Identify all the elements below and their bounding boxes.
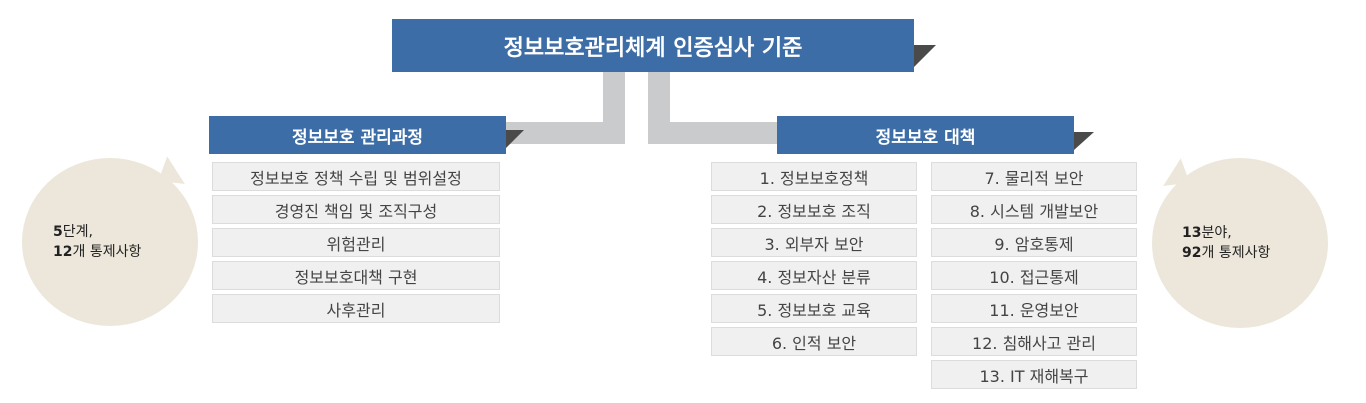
left-bubble-text: 5단계, 12개 통제사항: [53, 222, 141, 262]
right-col2-item-2: 8. 시스템 개발보안: [931, 195, 1137, 224]
right-col1-item-2: 2. 정보보호 조직: [711, 195, 917, 224]
left-header-tab-shadow: [506, 130, 524, 148]
right-col2-item-6: 12. 침해사고 관리: [931, 327, 1137, 356]
right-bubble-num-2: 92: [1182, 245, 1202, 261]
left-bubble: 5단계, 12개 통제사항: [22, 158, 198, 326]
left-bubble-num-1: 5: [53, 224, 63, 240]
right-col2-item-4: 10. 접근통제: [931, 261, 1137, 290]
left-bubble-text-1: 단계,: [62, 224, 93, 240]
right-header: 정보보호 대책: [777, 116, 1074, 154]
right-col2-item-3: 9. 암호통제: [931, 228, 1137, 257]
left-item-1: 정보보호 정책 수립 및 범위설정: [212, 162, 500, 191]
right-col1-item-6: 6. 인적 보안: [711, 327, 917, 356]
right-col1-item-4: 4. 정보자산 분류: [711, 261, 917, 290]
left-item-5: 사후관리: [212, 294, 500, 323]
right-bubble-text: 13분야, 92개 통제사항: [1182, 223, 1270, 263]
left-item-4: 정보보호대책 구현: [212, 261, 500, 290]
right-col2-item-5: 11. 운영보안: [931, 294, 1137, 323]
right-bubble-num-1: 13: [1182, 225, 1202, 241]
left-item-2: 경영진 책임 및 조직구성: [212, 195, 500, 224]
connector-right-horizontal: [648, 122, 783, 144]
right-col1-item-5: 5. 정보보호 교육: [711, 294, 917, 323]
right-col2-item-1: 7. 물리적 보안: [931, 162, 1137, 191]
left-header: 정보보호 관리과정: [209, 116, 506, 154]
left-item-3: 위험관리: [212, 228, 500, 257]
connector-left-horizontal: [500, 122, 625, 144]
left-bubble-num-2: 12: [53, 244, 73, 260]
right-col1-item-3: 3. 외부자 보안: [711, 228, 917, 257]
right-bubble: 13분야, 92개 통제사항: [1152, 158, 1328, 328]
right-bubble-text-1: 분야,: [1201, 225, 1232, 241]
right-col2-item-7: 13. IT 재해복구: [931, 360, 1137, 389]
left-bubble-text-2: 개 통제사항: [72, 244, 142, 260]
right-col1-item-1: 1. 정보보호정책: [711, 162, 917, 191]
title-tab-shadow: [914, 45, 936, 67]
right-bubble-text-2: 개 통제사항: [1201, 245, 1271, 261]
diagram-title: 정보보호관리체계 인증심사 기준: [392, 19, 914, 72]
right-header-tab-shadow: [1074, 132, 1094, 150]
